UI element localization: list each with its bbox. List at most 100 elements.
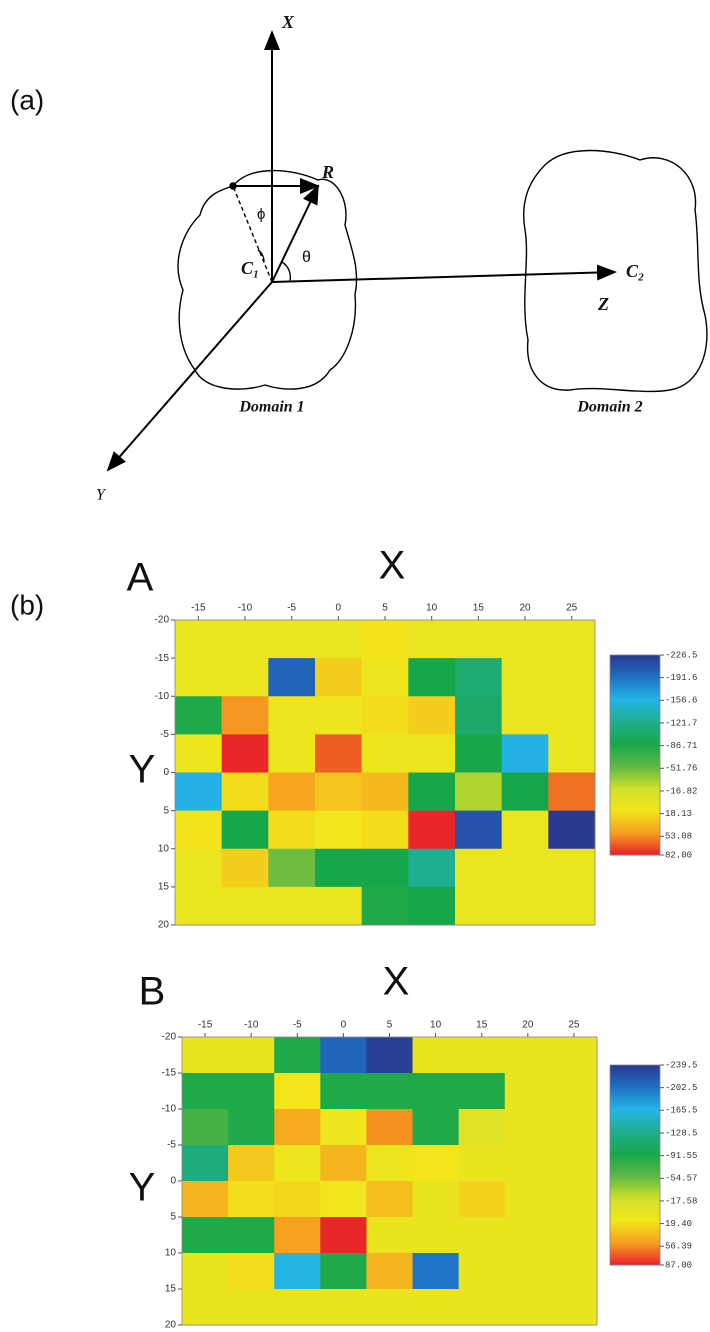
heatmap-cell: [548, 773, 595, 812]
heatmap-cell: [175, 620, 222, 659]
heatmap-cell: [551, 1145, 598, 1182]
y-tick-label: -5: [167, 1140, 176, 1151]
heatmap-cell: [502, 849, 549, 888]
heatmap-cell: [362, 849, 409, 888]
heatmap-cell: [182, 1217, 229, 1254]
heatmap-cell: [175, 658, 222, 697]
heatmap-cell: [505, 1073, 552, 1110]
centroid-label: C₂: [626, 261, 644, 281]
x-tick-label: -10: [244, 1020, 259, 1031]
heatmap-cell: [459, 1037, 506, 1074]
r-vector: [272, 186, 318, 282]
heatmap-cell: [455, 849, 502, 888]
colorbar-tick-label: -202.5: [665, 1083, 697, 1093]
angle-label: ϕ: [257, 206, 265, 223]
heatmap-cell: [315, 696, 362, 735]
heatmap-cell: [315, 887, 362, 926]
heatmap-cell: [268, 887, 315, 926]
heatmap-cell: [505, 1289, 552, 1326]
colorbar-tick-label: -156.6: [665, 696, 697, 706]
x-tick-label: 20: [522, 1020, 534, 1031]
colorbar-tick-label: -128.5: [665, 1128, 697, 1138]
heatmap-cell: [274, 1073, 321, 1110]
y-tick-label: -15: [162, 1068, 177, 1079]
x-axis-label: X: [383, 960, 410, 1004]
heatmap-cell: [502, 773, 549, 812]
heatmap-cell: [320, 1037, 367, 1074]
vector-label: R: [321, 162, 334, 182]
heatmap-cell: [408, 849, 455, 888]
colorbar-tick-label: -54.57: [665, 1174, 697, 1184]
x-tick-label: 25: [566, 603, 578, 614]
heatmap-cell: [502, 734, 549, 773]
heatmap-cell: [505, 1037, 552, 1074]
axis-label: Y: [96, 487, 107, 504]
heatmap-cell: [413, 1145, 460, 1182]
y-tick-label: 0: [170, 1176, 176, 1187]
heatmap-cell: [548, 696, 595, 735]
heatmap-cell: [413, 1217, 460, 1254]
heatmap-cell: [222, 849, 269, 888]
heatmap-cell: [315, 811, 362, 850]
heatmap-cell: [315, 734, 362, 773]
x-tick-label: 5: [387, 1020, 393, 1031]
heatmap-cell: [222, 773, 269, 812]
heatmap-cell: [455, 620, 502, 659]
x-tick-label: 15: [473, 603, 485, 614]
panel-label: (b): [10, 589, 44, 620]
heatmap-cell: [413, 1109, 460, 1146]
heatmap-cell: [413, 1037, 460, 1074]
heatmap-cell: [268, 620, 315, 659]
y-axis-label: Y: [129, 1166, 156, 1210]
heatmap-cell: [222, 658, 269, 697]
heatmap-cell: [315, 849, 362, 888]
y-tick-label: -5: [160, 729, 169, 740]
heatmap-cell: [175, 811, 222, 850]
heatmap-cell: [505, 1109, 552, 1146]
colorbar-tick-label: -239.5: [665, 1060, 697, 1070]
colorbar-tick-label: 87.00: [665, 1260, 692, 1270]
axis-label: Z: [597, 294, 609, 314]
panel-label: (a): [10, 84, 44, 115]
heatmap-cell: [413, 1253, 460, 1290]
x-tick-label: 15: [476, 1020, 488, 1031]
heatmap-cell: [455, 696, 502, 735]
chart-title: A: [127, 556, 154, 600]
figure: (a) X R ϕ θ C₁ C₂ Z Y Domain 1 Domain 2 …: [0, 0, 710, 1332]
y-tick-label: -10: [155, 691, 170, 702]
heatmap-cell: [455, 887, 502, 926]
colorbar-tick-label: -91.55: [665, 1151, 697, 1161]
colorbar-tick-label: 82.00: [665, 850, 692, 860]
x-tick-label: -5: [293, 1020, 302, 1031]
heatmap-cell: [228, 1145, 275, 1182]
point: [230, 183, 236, 189]
heatmap-cell: [228, 1109, 275, 1146]
heatmap-cell: [502, 658, 549, 697]
heatmap-cell: [455, 811, 502, 850]
heatmap-cell: [408, 887, 455, 926]
heatmap-cell: [222, 696, 269, 735]
heatmap-cell: [320, 1217, 367, 1254]
y-tick-label: -10: [162, 1104, 177, 1115]
heatmap-cell: [551, 1109, 598, 1146]
z-axis-arrow: [272, 272, 615, 282]
y-tick-label: -20: [155, 615, 170, 626]
heatmap-cell: [502, 696, 549, 735]
heatmap-cell: [502, 811, 549, 850]
heatmap-cell: [222, 887, 269, 926]
heatmap-cell: [320, 1145, 367, 1182]
heatmap-cell: [366, 1181, 413, 1218]
heatmap-cell: [459, 1289, 506, 1326]
heatmap-cell: [274, 1289, 321, 1326]
heatmap-cell: [366, 1145, 413, 1182]
heatmap-cell: [268, 811, 315, 850]
heatmap-cell: [228, 1289, 275, 1326]
x-tick-label: -5: [287, 603, 296, 614]
y-tick-label: 10: [158, 843, 170, 854]
colorbar-tick-label: -191.6: [665, 673, 697, 683]
x-tick-label: 25: [568, 1020, 580, 1031]
heatmap-cell: [408, 773, 455, 812]
domain-label: Domain 2: [576, 399, 642, 416]
heatmap-cell: [505, 1253, 552, 1290]
y-tick-label: 0: [163, 767, 169, 778]
